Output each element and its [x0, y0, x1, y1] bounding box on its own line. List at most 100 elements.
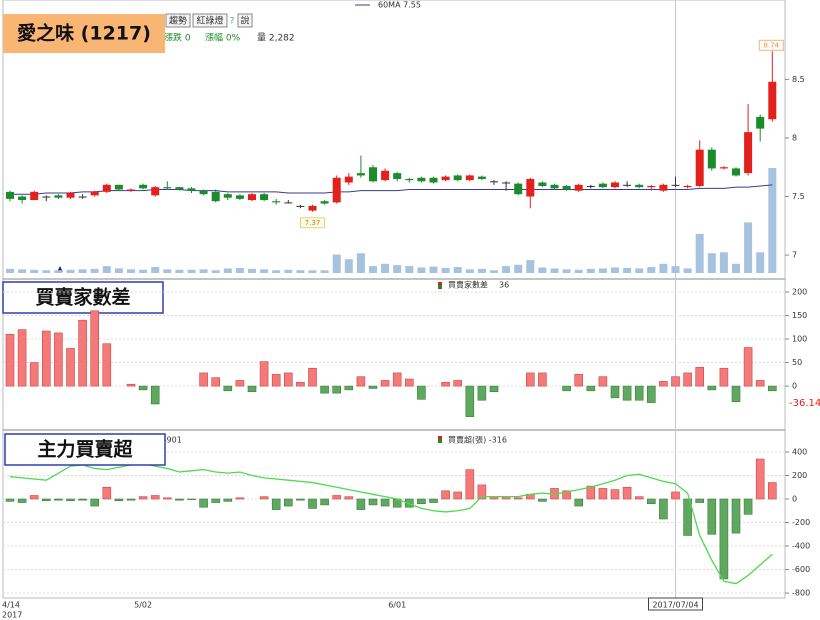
y-tick-label: 50: [792, 358, 802, 367]
candle-body: [90, 191, 99, 196]
bar: [719, 498, 729, 580]
bar: [138, 496, 148, 500]
bar: [767, 482, 777, 500]
bar: [538, 372, 547, 387]
candle-body: [707, 149, 716, 169]
button[interactable]: [237, 13, 253, 28]
button-label[interactable]: 趨勢: [169, 15, 187, 27]
button-label[interactable]: 說: [240, 15, 249, 27]
candle-body: [756, 116, 765, 129]
bar: [283, 372, 293, 387]
volume-bar: [429, 266, 438, 273]
panel-title: 主力買賣超: [37, 438, 133, 461]
volume-bar: [611, 267, 619, 273]
bar: [150, 495, 160, 500]
bar: [695, 366, 705, 387]
button[interactable]: [192, 13, 228, 28]
candle-body: [30, 191, 39, 201]
bar: [271, 374, 281, 387]
bar: [332, 495, 342, 500]
bar: [731, 385, 741, 402]
bar: [392, 372, 402, 387]
volume-bar: [187, 269, 196, 273]
candle-body: [453, 175, 462, 181]
volume-bar: [6, 268, 14, 273]
x-tick-label: 2017/07/04: [652, 601, 698, 610]
low-label-box: [300, 217, 325, 229]
bar: [199, 372, 208, 387]
bar: [356, 376, 366, 387]
y-tick-label: 8: [792, 133, 797, 142]
bar: [380, 380, 390, 387]
bar: [17, 329, 27, 387]
bar: [150, 385, 160, 405]
candle-body: [598, 183, 607, 188]
x-tick-label: 4/14: [2, 601, 20, 610]
bar: [646, 385, 656, 403]
candle-body: [235, 195, 244, 199]
low-label: 7.37: [305, 219, 321, 227]
bar: [646, 498, 656, 505]
button-label[interactable]: 紅綠燈: [196, 15, 223, 27]
bar: [41, 330, 51, 387]
bar: [223, 498, 233, 502]
bar: [90, 498, 99, 507]
volume-bar: [659, 263, 668, 273]
volume-bar: [441, 267, 450, 273]
candle-body: [659, 184, 668, 191]
candle-body: [199, 190, 208, 195]
y-tick-label: 0: [792, 382, 797, 391]
bar: [574, 374, 584, 387]
candle-body: [405, 178, 414, 181]
candle-body: [732, 168, 740, 176]
bar: [332, 385, 342, 394]
button[interactable]: [165, 13, 191, 28]
volume-bar: [574, 269, 583, 273]
candle-body: [344, 176, 353, 183]
volume-bar: [223, 268, 232, 273]
candle-body: [211, 191, 220, 202]
bar: [743, 498, 753, 515]
bar: [368, 385, 378, 389]
candle-body: [671, 184, 680, 186]
volume-bar: [707, 253, 716, 273]
volume-bar: [586, 268, 595, 273]
bar: [453, 491, 463, 500]
volume-bar: [30, 269, 39, 273]
candle-body: [332, 177, 341, 203]
candle-body: [187, 188, 196, 191]
candle-body: [260, 194, 269, 201]
candle-body: [369, 167, 377, 182]
bar: [187, 498, 196, 500]
bar: [29, 495, 39, 500]
bar: [211, 498, 220, 503]
bar: [767, 385, 777, 392]
bar: [283, 498, 293, 507]
volume-bar: [465, 269, 474, 273]
candle-body: [175, 187, 184, 190]
candle-body: [296, 205, 305, 207]
title-box: [3, 14, 165, 53]
bar: [525, 372, 535, 387]
bar: [659, 381, 668, 387]
y-tick-label: 0: [792, 495, 797, 504]
y-tick-label: 200: [792, 287, 807, 296]
volume-bar: [647, 267, 656, 273]
volume-bar: [102, 266, 111, 273]
bar: [622, 486, 632, 500]
y-tick-label: -200: [792, 518, 810, 527]
bar: [126, 498, 136, 501]
volume-bar: [163, 269, 172, 273]
candle-body: [744, 132, 753, 174]
volume-bar: [284, 269, 293, 273]
bar: [453, 380, 463, 387]
volume-bar: [78, 269, 87, 273]
volume-bar: [260, 269, 269, 273]
bar: [29, 362, 39, 387]
bar: [574, 498, 584, 507]
candle-body: [393, 173, 402, 179]
help-icon[interactable]: ?: [230, 17, 235, 27]
bar: [78, 319, 87, 387]
bar: [671, 376, 680, 387]
candle-body: [308, 205, 317, 211]
